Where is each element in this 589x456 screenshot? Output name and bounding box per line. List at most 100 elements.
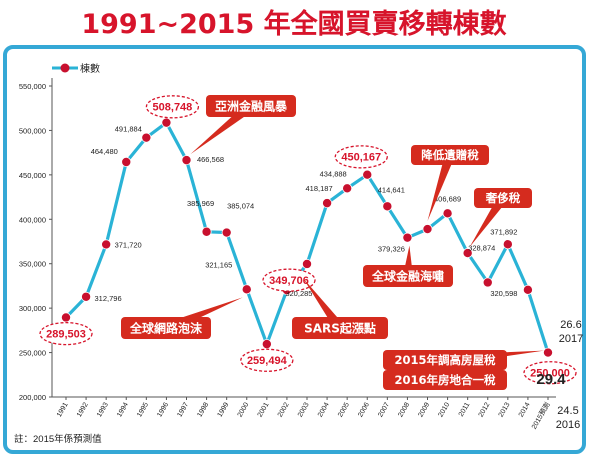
data-point-marker (261, 339, 272, 350)
side-note-2-value: 29.4 (536, 371, 566, 388)
event-callout-label: 2016年房地合一稅 (394, 373, 496, 387)
side-note-1-value: 26.6 (560, 319, 581, 331)
chart-frame (3, 45, 586, 454)
x-tick-label: 1999 (217, 401, 231, 418)
x-tick-label: 2006 (357, 401, 371, 418)
legend-marker (60, 63, 70, 73)
data-point-marker (502, 239, 513, 250)
data-point-marker (181, 155, 192, 166)
data-point-marker (543, 347, 554, 358)
value-label: 379,326 (378, 245, 405, 254)
value-label-highlight: 349,706 (269, 275, 309, 287)
highlight-oval (240, 348, 294, 372)
event-callout-box (292, 317, 388, 339)
event-pointer (427, 153, 455, 222)
value-label: 371,892 (490, 227, 517, 236)
event-callout-box (383, 370, 507, 390)
y-tick-label: 250,000 (19, 349, 46, 358)
side-notes: 26.6 2017 29.4 24.5 2016 (536, 319, 583, 431)
x-tick-label: 2005 (337, 401, 351, 418)
value-label: 312,796 (95, 294, 122, 303)
data-point-marker (462, 248, 473, 259)
data-point-marker (362, 169, 373, 180)
event-callout-box (206, 95, 296, 117)
x-tick-label: 2011 (458, 401, 472, 418)
data-point-marker (342, 183, 353, 194)
chart-title: 1991~2015 年全國買賣移轉棟數 (81, 8, 506, 40)
event-callout-label: 奢侈稅 (485, 191, 521, 205)
data-point-marker (161, 117, 172, 128)
side-note-3-value: 24.5 (557, 405, 578, 417)
highlight-oval (334, 145, 388, 169)
x-tick-label: 2002 (277, 401, 291, 418)
x-tick-label: 2004 (317, 401, 331, 418)
highlight-oval (523, 361, 577, 385)
x-tick-label: 1991 (56, 401, 70, 418)
highlight-oval (145, 95, 200, 119)
data-point-marker (121, 156, 132, 167)
event-callout-box (474, 188, 532, 208)
y-tick-label: 550,000 (19, 82, 46, 91)
x-tick-label: 2014 (518, 401, 532, 418)
legend-label: 棟數 (80, 62, 100, 75)
value-label: 320,285 (285, 289, 312, 298)
value-label-highlight: 250,000 (530, 368, 570, 380)
event-callout-label: 全球網路泡沫 (129, 320, 203, 335)
value-label-highlight: 289,503 (46, 328, 86, 340)
x-tick-label: 2003 (297, 401, 311, 418)
highlight-oval (262, 268, 316, 292)
event-callout-box (363, 265, 453, 287)
value-label: 414,641 (378, 185, 405, 194)
value-label: 491,884 (115, 125, 142, 134)
event-callout-box (121, 317, 211, 339)
data-point-marker (101, 239, 112, 250)
value-label: 406,689 (434, 194, 461, 203)
footnote: 註：2015年係預測值 (14, 433, 102, 445)
event-callout-box (411, 145, 489, 165)
y-tick-label: 350,000 (19, 260, 46, 269)
x-tick-label: 2001 (257, 401, 271, 418)
value-label-highlight: 259,494 (247, 355, 288, 367)
value-labels-layer: 289,503 312,796 371,720 464,480 491,884 508,7… (39, 95, 577, 385)
value-label: 385,969 (187, 199, 214, 208)
value-label-highlight: 508,748 (153, 102, 193, 114)
x-tick-label: 2007 (377, 401, 391, 418)
y-tick-label: 200,000 (19, 393, 46, 402)
data-point-marker (402, 232, 413, 243)
value-label: 464,480 (91, 147, 118, 156)
event-callout-label: 亞洲金融風暴 (215, 98, 288, 113)
x-tick-label: 1996 (156, 401, 170, 418)
y-tick-label: 450,000 (19, 171, 46, 180)
y-tick-label: 300,000 (19, 304, 46, 313)
side-note-1-year: 2017 (559, 333, 583, 345)
value-label-highlight: 450,167 (341, 152, 381, 164)
x-tick-label: 2008 (397, 401, 411, 418)
data-point-marker (221, 227, 232, 238)
value-label: 466,568 (197, 155, 224, 164)
x-tick-label: 1997 (176, 401, 190, 418)
x-tick-label: 1998 (196, 401, 210, 418)
data-point-marker (382, 201, 393, 212)
data-point-marker (422, 224, 433, 235)
x-tick-label: 2012 (478, 401, 492, 418)
data-point-marker (81, 291, 92, 302)
value-label: 328,874 (468, 243, 495, 252)
legend: 棟數 (52, 62, 100, 75)
markers-layer (61, 117, 554, 358)
side-note-3-year: 2016 (556, 419, 580, 431)
value-label: 371,720 (115, 240, 142, 249)
data-point-marker (482, 277, 493, 288)
data-point-marker (442, 208, 453, 219)
event-pointer (469, 195, 508, 248)
data-point-marker (322, 198, 333, 209)
data-point-marker (61, 312, 72, 323)
value-label: 320,598 (490, 289, 517, 298)
value-label: 418,187 (306, 184, 333, 193)
event-callout-label: 全球金融海嘯 (371, 268, 444, 283)
event-callout-label: SARS起漲點 (304, 320, 376, 335)
event-callout-box (383, 350, 507, 370)
value-label: 434,888 (320, 169, 347, 178)
data-point-marker (141, 132, 152, 143)
